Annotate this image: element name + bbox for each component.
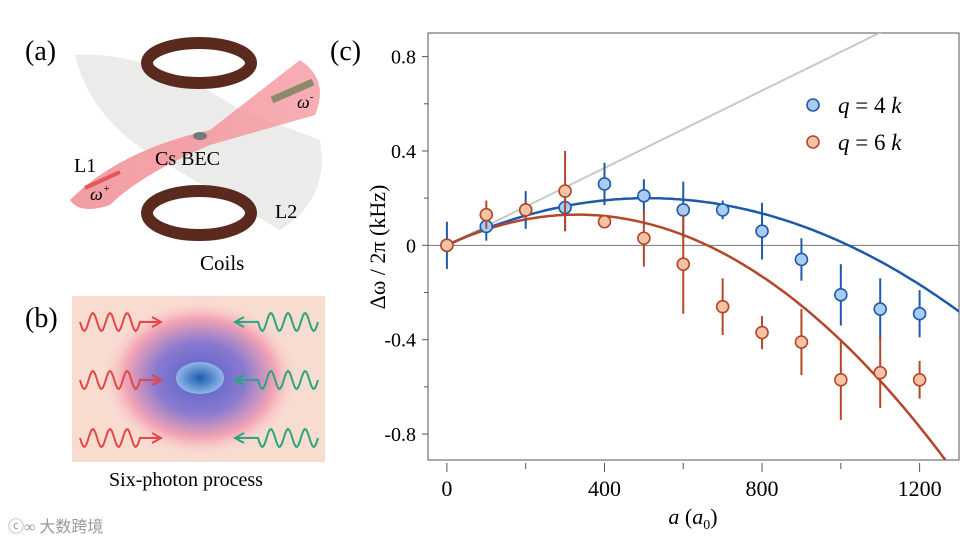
- label-cs-bec: Cs BEC: [155, 148, 220, 170]
- data-point: [440, 238, 454, 253]
- arrow-left-icon: [232, 432, 245, 444]
- red-photon-wave: [79, 311, 161, 333]
- data-point: [676, 203, 691, 217]
- data-point: [834, 288, 848, 302]
- data-point: [597, 177, 612, 191]
- bec-core: [176, 362, 224, 394]
- panel-b: (b) Six-photon process: [25, 296, 325, 491]
- data-point: [637, 188, 651, 203]
- arrow-left-icon: [232, 374, 245, 386]
- y-axis-label: Δω / 2π (kHz): [365, 185, 390, 310]
- coil-top: [141, 37, 257, 89]
- data-point: [912, 372, 927, 387]
- chart: 0 400 800 1200 -0.8 -0.4 0 0.4 0.8 q = 4 k q = 6 k: [384, 32, 960, 501]
- plot-area: [440, 33, 959, 460]
- label-omega-minus: ω-: [297, 91, 314, 112]
- y-tick-label: 0: [406, 235, 416, 257]
- y-tick-label: -0.4: [384, 330, 416, 352]
- data-point: [794, 252, 809, 267]
- plot-frame: [427, 32, 960, 461]
- linear-reference-line: [446, 33, 882, 247]
- coil-bottom: [141, 185, 257, 241]
- x-tick-label: 0: [441, 476, 452, 501]
- fit-curve-q4k: [446, 196, 959, 313]
- data-point: [873, 365, 888, 380]
- green-photon-wave: [235, 427, 319, 449]
- arrow-right-icon: [151, 374, 164, 386]
- legend-label: q = 6 k: [838, 130, 902, 155]
- photon-waves: [79, 311, 319, 449]
- data-point: [794, 335, 809, 349]
- legend-label: q = 4 k: [838, 93, 902, 118]
- panel-a: (a) L1 Cs BEC L2 Coils ω- ω+: [25, 36, 322, 275]
- arrow-omega-plus-icon: [84, 170, 121, 190]
- x-tick-label: 800: [746, 476, 779, 501]
- y-tick-label: -0.8: [384, 424, 416, 446]
- data-point: [715, 203, 730, 217]
- data-point: [518, 203, 533, 217]
- legend-marker: [806, 98, 820, 112]
- arrow-right-icon: [151, 316, 164, 328]
- red-photon-wave: [79, 427, 161, 449]
- x-tick-label: 400: [588, 476, 621, 501]
- data-point: [755, 224, 769, 238]
- legend-marker: [806, 135, 820, 149]
- panel-a-label: (a): [25, 36, 56, 67]
- data-point: [637, 231, 651, 246]
- data-point: [479, 207, 494, 222]
- arrow-right-icon: [151, 432, 164, 444]
- panel-b-label: (b): [25, 303, 58, 334]
- arrow-omega-minus-icon: [270, 78, 315, 104]
- label-l1: L1: [74, 155, 96, 177]
- data-point: [597, 214, 612, 229]
- panel-b-caption: Six-photon process: [109, 469, 263, 491]
- data-point: [715, 299, 730, 314]
- data-point: [676, 257, 691, 271]
- label-omega-plus: ω+: [90, 183, 110, 204]
- y-tick-label: 0.4: [391, 141, 416, 163]
- watermark-logo: ⓒ∞ 大数跨境: [8, 517, 103, 536]
- red-photon-wave: [79, 369, 161, 391]
- green-photon-wave: [235, 311, 319, 333]
- y-tick-label: 0.8: [391, 47, 416, 69]
- data-point: [558, 184, 572, 198]
- label-l2: L2: [275, 201, 297, 223]
- data-point: [873, 302, 888, 316]
- x-axis-label: a (a0): [668, 504, 717, 533]
- fit-curve-q6k: [446, 213, 948, 460]
- data-point: [912, 306, 927, 321]
- data-point: [755, 325, 769, 340]
- arrow-left-icon: [232, 316, 245, 328]
- data-point: [834, 372, 848, 387]
- bec-cloud: [193, 132, 207, 140]
- panel-c-label: (c): [330, 36, 361, 67]
- green-photon-wave: [235, 369, 319, 391]
- panel-c: (c) 0 400 800 1200 -0.8 -0.4 0 0.4 0.8 q = 4 k q =…: [330, 32, 960, 533]
- label-coils: Coils: [200, 251, 244, 275]
- x-tick-label: 1200: [898, 476, 942, 501]
